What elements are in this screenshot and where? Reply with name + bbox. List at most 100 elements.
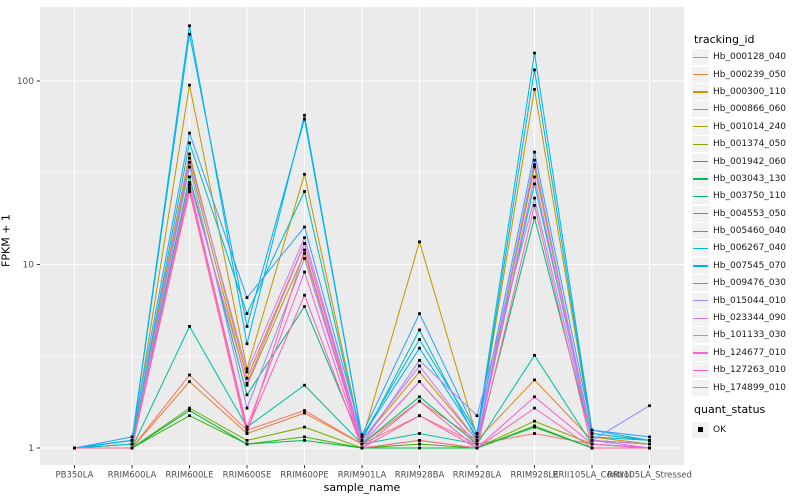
x-tick-label: RRIM600LE (166, 471, 214, 481)
data-point (533, 165, 536, 169)
data-point (533, 216, 536, 220)
x-tick-label: RRIM928BA (395, 471, 445, 481)
data-point (303, 435, 306, 439)
data-point (245, 425, 249, 429)
shape-legend-title: quant_status (694, 403, 766, 416)
data-point (418, 439, 421, 442)
data-point (303, 252, 306, 255)
legend-entry-Hb_006267_040: Hb_006267_040 (692, 240, 786, 257)
data-point (188, 32, 191, 36)
data-point (188, 325, 191, 328)
data-point (303, 411, 306, 415)
x-tick-label: RRIM600LA (108, 471, 157, 481)
data-point (188, 380, 191, 383)
data-point (188, 187, 191, 190)
data-point (648, 439, 651, 442)
legend-entry-Hb_015044_010: Hb_015044_010 (692, 292, 786, 309)
line-swatch (693, 91, 708, 93)
data-point (245, 382, 249, 385)
data-point (533, 175, 536, 179)
data-point (648, 442, 651, 446)
data-point (303, 236, 306, 240)
data-point (418, 338, 421, 341)
legend-entry-label: Hb_001942_060 (713, 156, 787, 167)
legend-entry-Hb_101133_030: Hb_101133_030 (692, 327, 786, 344)
data-point (130, 439, 134, 442)
data-point (533, 425, 536, 429)
data-point (303, 113, 306, 117)
data-point (590, 432, 594, 435)
legend-key-line-icon (692, 49, 709, 66)
data-point (245, 296, 249, 299)
data-point (418, 364, 421, 368)
data-point (360, 435, 364, 439)
data-point (245, 428, 249, 432)
legend-entry-Hb_000300_110: Hb_000300_110 (692, 83, 786, 100)
legend-entry-label: Hb_174899_010 (713, 382, 787, 393)
data-point (418, 446, 421, 450)
x-tick-label: RRIM928LA (453, 471, 502, 481)
x-tick-label: RRII105LA_Stressed (607, 471, 692, 481)
line-swatch (693, 195, 708, 197)
data-point (648, 404, 651, 408)
legend-key (692, 421, 709, 438)
legend-entry-label: Hb_006267_040 (713, 243, 787, 254)
data-point (188, 190, 191, 193)
line-swatch (693, 334, 708, 337)
data-point (130, 442, 134, 446)
data-point (245, 383, 249, 387)
data-point (590, 428, 594, 432)
data-point (245, 367, 249, 371)
legend-entry-label: Hb_007545_070 (713, 260, 787, 271)
data-point (533, 378, 536, 382)
data-point (73, 446, 76, 450)
legend-key-line-icon (692, 188, 709, 205)
data-point (418, 432, 421, 435)
data-point (303, 248, 306, 252)
color-legend-entries: Hb_000128_040 Hb_000239_050 Hb_000300_110 H… (692, 49, 786, 397)
data-point (475, 446, 479, 450)
data-point (188, 152, 191, 156)
data-point (188, 161, 191, 164)
legend-entry-label: Hb_101133_030 (713, 330, 787, 341)
data-point (188, 175, 191, 179)
legend-entry-label: Hb_000300_110 (713, 86, 787, 97)
data-point (648, 435, 651, 439)
data-point (245, 342, 249, 346)
data-point (475, 432, 479, 435)
legend-entry-Hb_004553_050: Hb_004553_050 (692, 205, 786, 222)
data-point (418, 312, 421, 315)
data-point (188, 406, 191, 410)
y-tick-label: 100 (17, 77, 34, 87)
x-tick-label: RRIM600SE (223, 471, 272, 481)
data-point (245, 442, 249, 446)
data-point (188, 165, 191, 169)
legend-key-line-icon (692, 205, 709, 222)
data-point (188, 181, 191, 184)
data-point (533, 163, 536, 167)
data-point (590, 435, 594, 439)
line-swatch (693, 161, 708, 163)
line-swatch (693, 143, 708, 145)
data-point (188, 141, 191, 145)
y-axis-title: FPKM + 1 (0, 214, 13, 267)
data-point (418, 414, 421, 418)
data-point (533, 182, 536, 186)
data-point (533, 150, 536, 154)
data-point (188, 156, 191, 160)
legend-entry-Hb_001374_050: Hb_001374_050 (692, 135, 786, 153)
line-swatch (693, 369, 708, 371)
data-point (303, 383, 306, 387)
line-swatch (693, 387, 708, 389)
legend-key-line-icon (692, 83, 709, 100)
legend-entry-Hb_000866_060: Hb_000866_060 (692, 101, 786, 118)
data-point (533, 353, 536, 357)
data-point (590, 442, 594, 446)
data-point (418, 370, 421, 374)
legend-key-line-icon (692, 292, 709, 309)
data-point (303, 409, 306, 412)
data-point (245, 325, 249, 328)
x-tick-label: RRIM600PE (280, 471, 328, 481)
legend-entry-Hb_003043_130: Hb_003043_130 (692, 170, 786, 187)
